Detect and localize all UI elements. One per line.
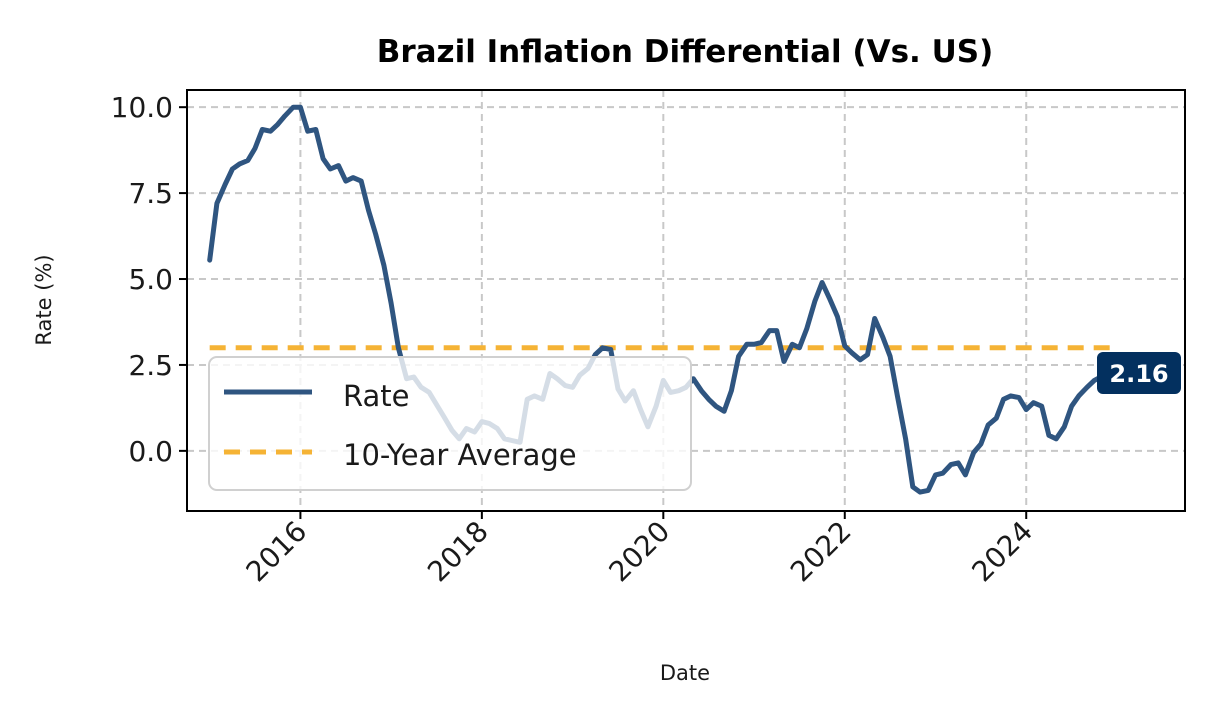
y-tick-label: 10.0 — [111, 91, 173, 124]
legend: Rate 10-Year Average — [208, 356, 692, 491]
y-tick-label: 0.0 — [128, 435, 173, 468]
y-ticks: 0.0 2.5 5.0 7.5 10.0 — [111, 91, 187, 468]
plot-frame — [186, 89, 1186, 512]
last-value-badge-box — [1097, 352, 1181, 394]
legend-label-rate: Rate — [343, 379, 410, 413]
chart-title: Brazil Inflation Differential (Vs. US) — [377, 34, 994, 70]
x-axis-label: Date — [660, 661, 710, 685]
legend-box — [208, 356, 692, 491]
y-tick-label: 2.5 — [128, 349, 173, 382]
last-value-badge: 2.16 — [1097, 352, 1181, 394]
last-value-label: 2.16 — [1109, 360, 1168, 388]
y-axis-label: Rate (%) — [32, 254, 56, 345]
legend-label-average: 10-Year Average — [343, 438, 577, 472]
y-tick-label: 7.5 — [128, 177, 173, 210]
y-tick-label: 5.0 — [128, 263, 173, 296]
